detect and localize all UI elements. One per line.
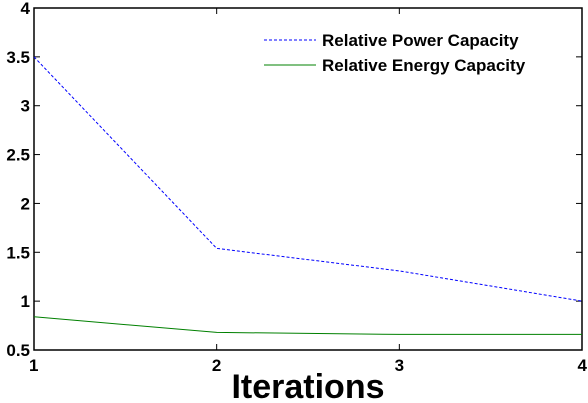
legend-label: Relative Power Capacity <box>322 31 519 50</box>
y-tick-label: 3.5 <box>6 48 30 67</box>
x-tick-label: 1 <box>29 356 38 375</box>
x-axis: 1 2 3 4 <box>29 8 588 375</box>
x-tick-label: 4 <box>578 356 588 375</box>
series-line-0 <box>33 56 583 302</box>
x-tick-label: 2 <box>212 356 221 375</box>
y-axis: 0.5 1 1.5 2 2.5 3 3.5 4 <box>6 0 582 360</box>
legend: Relative Power Capacity Relative Energy C… <box>264 31 526 75</box>
y-tick-label: 0.5 <box>6 341 30 360</box>
y-tick-label: 4 <box>21 0 31 18</box>
y-tick-label: 1 <box>21 292 30 311</box>
series-layer <box>33 56 583 335</box>
y-tick-label: 2.5 <box>6 146 30 165</box>
series-line-1 <box>33 316 582 335</box>
y-tick-label: 1.5 <box>6 243 30 262</box>
legend-label: Relative Energy Capacity <box>322 56 526 75</box>
x-tick-label: 3 <box>395 356 404 375</box>
x-axis-label: Iterations <box>231 368 384 403</box>
y-tick-label: 2 <box>21 194 30 213</box>
y-tick-label: 3 <box>21 97 30 116</box>
